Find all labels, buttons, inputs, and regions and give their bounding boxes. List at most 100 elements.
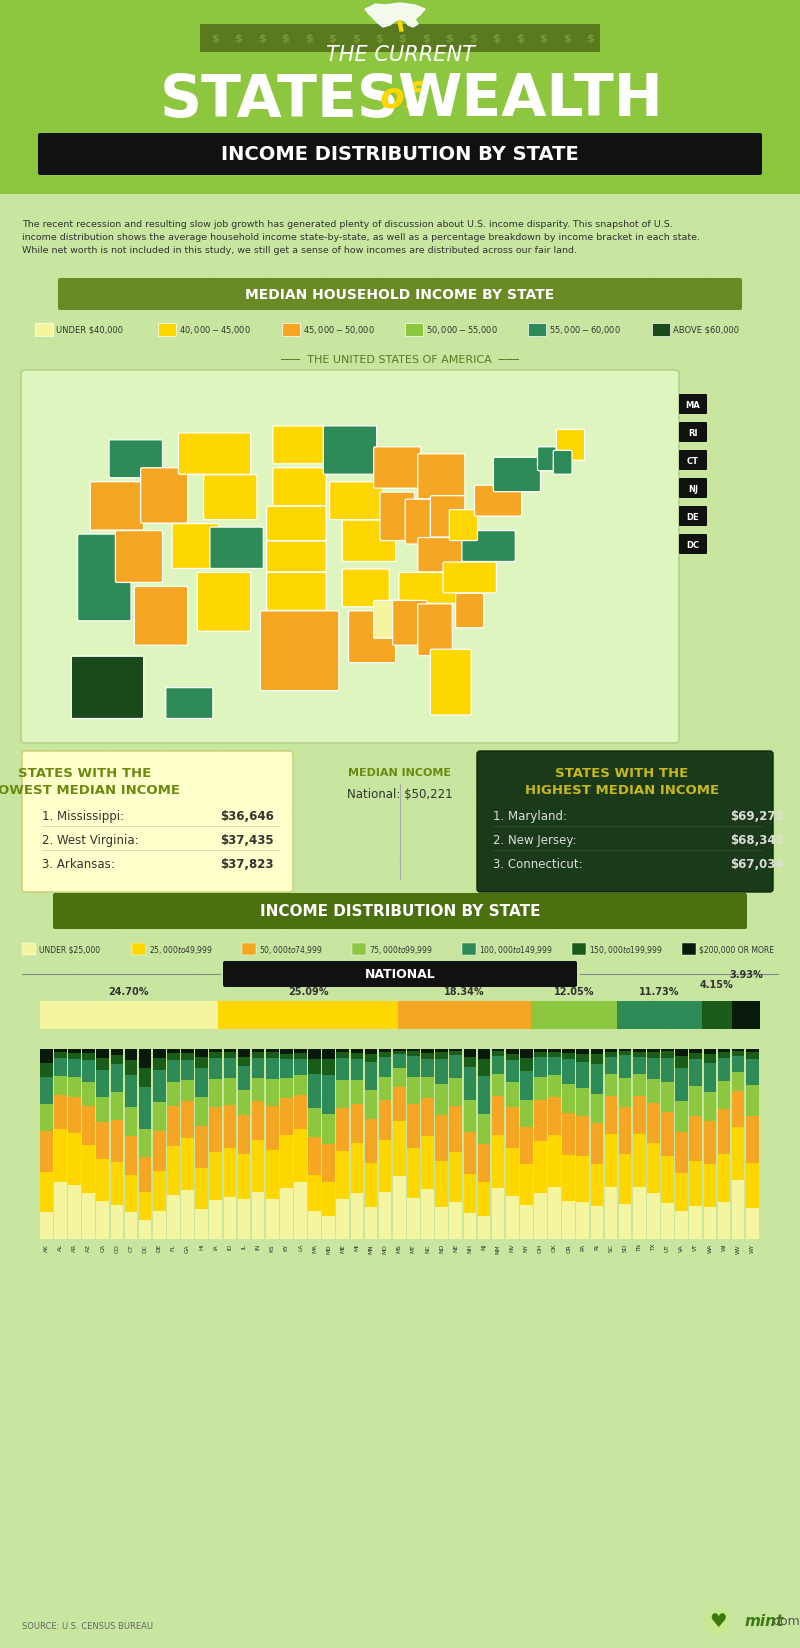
Bar bbox=[605, 1074, 618, 1096]
Bar bbox=[308, 1060, 321, 1074]
Text: GA: GA bbox=[185, 1243, 190, 1252]
Bar bbox=[534, 1050, 546, 1051]
Bar bbox=[153, 1050, 166, 1058]
Bar bbox=[690, 1206, 702, 1239]
Bar bbox=[322, 1216, 335, 1239]
Bar bbox=[294, 1129, 306, 1182]
Bar bbox=[577, 1157, 589, 1203]
Bar bbox=[379, 1051, 391, 1056]
Bar bbox=[534, 1193, 546, 1239]
Bar bbox=[421, 1060, 434, 1076]
Bar bbox=[530, 1002, 618, 1030]
Text: VT: VT bbox=[694, 1243, 698, 1251]
Bar bbox=[322, 1182, 335, 1216]
Bar bbox=[40, 1078, 53, 1104]
Bar bbox=[125, 1074, 138, 1107]
Bar bbox=[337, 1051, 349, 1058]
Bar bbox=[337, 1200, 349, 1239]
Bar bbox=[82, 1193, 95, 1239]
FancyBboxPatch shape bbox=[349, 611, 396, 662]
Bar bbox=[590, 1163, 603, 1206]
Text: $100,000 to $149,999: $100,000 to $149,999 bbox=[479, 943, 553, 956]
Text: 18.34%: 18.34% bbox=[444, 987, 485, 997]
Bar bbox=[195, 1056, 208, 1068]
Text: $50,000 - $55,000: $50,000 - $55,000 bbox=[426, 323, 498, 336]
Text: NY: NY bbox=[524, 1243, 529, 1251]
FancyBboxPatch shape bbox=[374, 602, 408, 639]
Bar bbox=[520, 1205, 533, 1239]
Bar bbox=[322, 1144, 335, 1182]
Bar bbox=[478, 1216, 490, 1239]
Bar bbox=[242, 943, 256, 956]
Bar bbox=[82, 1145, 95, 1193]
Bar bbox=[139, 1050, 151, 1068]
Bar bbox=[308, 1175, 321, 1211]
Text: IN: IN bbox=[255, 1243, 261, 1249]
Bar bbox=[675, 1173, 688, 1211]
FancyBboxPatch shape bbox=[323, 427, 377, 475]
FancyBboxPatch shape bbox=[538, 448, 556, 471]
Bar bbox=[266, 1051, 278, 1058]
FancyBboxPatch shape bbox=[462, 531, 515, 562]
Bar bbox=[407, 1104, 420, 1149]
Bar bbox=[238, 1200, 250, 1239]
Bar bbox=[337, 1107, 349, 1150]
Bar bbox=[478, 1182, 490, 1216]
Bar bbox=[350, 1053, 363, 1060]
Bar bbox=[478, 1060, 490, 1076]
Bar bbox=[54, 1182, 66, 1239]
Bar bbox=[732, 1051, 744, 1056]
Bar bbox=[703, 1063, 716, 1093]
Bar bbox=[68, 1185, 81, 1239]
FancyBboxPatch shape bbox=[380, 493, 414, 541]
Bar bbox=[690, 1060, 702, 1086]
Bar bbox=[393, 1088, 406, 1122]
Bar bbox=[702, 1002, 732, 1030]
Bar bbox=[703, 1206, 716, 1239]
Text: $40,000 - $45,000: $40,000 - $45,000 bbox=[179, 323, 251, 336]
Bar bbox=[82, 1050, 95, 1053]
Text: The recent recession and resulting slow job growth has generated plenty of discu: The recent recession and resulting slow … bbox=[22, 219, 700, 255]
FancyBboxPatch shape bbox=[405, 499, 434, 545]
Bar bbox=[407, 1056, 420, 1076]
Text: $: $ bbox=[282, 35, 289, 44]
Bar bbox=[125, 1107, 138, 1137]
Bar bbox=[633, 1134, 646, 1187]
Text: RI: RI bbox=[594, 1243, 599, 1249]
Bar bbox=[40, 1050, 53, 1063]
Text: WV: WV bbox=[735, 1243, 741, 1252]
FancyBboxPatch shape bbox=[109, 440, 162, 478]
Bar bbox=[97, 1160, 109, 1201]
Bar bbox=[153, 1211, 166, 1239]
Text: OH: OH bbox=[538, 1243, 543, 1252]
Text: MO: MO bbox=[382, 1243, 388, 1252]
Text: $: $ bbox=[211, 35, 219, 44]
Bar bbox=[577, 1116, 589, 1157]
Bar bbox=[590, 1055, 603, 1065]
Bar bbox=[435, 1050, 448, 1051]
Bar bbox=[238, 1091, 250, 1116]
Bar bbox=[619, 1205, 631, 1239]
FancyBboxPatch shape bbox=[443, 562, 496, 593]
Text: TX: TX bbox=[651, 1243, 656, 1251]
Bar bbox=[97, 1098, 109, 1122]
Bar bbox=[590, 1124, 603, 1163]
Bar bbox=[350, 1060, 363, 1081]
Bar bbox=[393, 1055, 406, 1068]
Text: CT: CT bbox=[687, 456, 699, 465]
Bar bbox=[534, 1101, 546, 1142]
Text: .com: .com bbox=[770, 1615, 800, 1628]
Bar bbox=[365, 1091, 378, 1119]
FancyBboxPatch shape bbox=[210, 527, 263, 569]
Bar bbox=[125, 1175, 138, 1213]
FancyBboxPatch shape bbox=[198, 574, 250, 631]
Text: CT: CT bbox=[129, 1243, 134, 1251]
Bar bbox=[407, 1051, 420, 1056]
Bar bbox=[54, 1094, 66, 1129]
Bar bbox=[703, 1055, 716, 1063]
Bar bbox=[266, 1106, 278, 1150]
Bar bbox=[590, 1065, 603, 1094]
Bar bbox=[690, 1117, 702, 1162]
Bar bbox=[435, 1162, 448, 1206]
Bar bbox=[435, 1206, 448, 1239]
